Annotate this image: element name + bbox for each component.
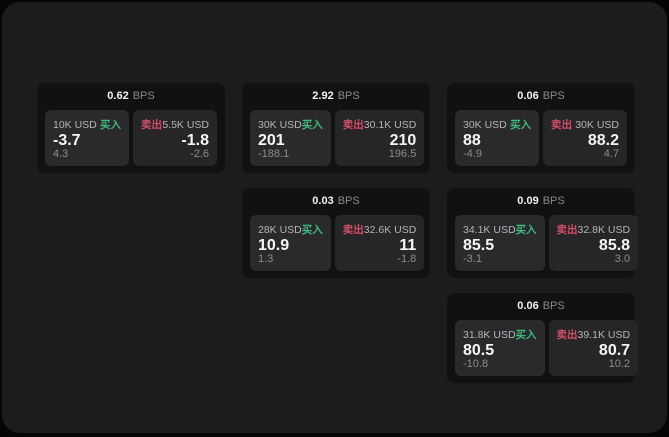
buy-side-label: 买入 bbox=[515, 224, 537, 236]
buy-change: 1.3 bbox=[258, 253, 274, 265]
bps-spread-value: 2.92 bbox=[312, 90, 334, 102]
sell-price: 80.7 bbox=[598, 341, 631, 359]
buy-change: -3.1 bbox=[463, 253, 482, 265]
sell-price: 88.2 bbox=[587, 131, 619, 149]
sell-change: -2.6 bbox=[190, 148, 209, 160]
sell-price: -1.8 bbox=[181, 131, 209, 149]
bps-unit-label: BPS bbox=[542, 300, 565, 312]
bps-spread-value: 0.06 bbox=[517, 90, 539, 102]
sell-quote-tile[interactable]: 卖出 30.1K USD 210 196.5 bbox=[334, 110, 425, 166]
buy-quote-tile[interactable]: 28K USD 买入 10.9 1.3 bbox=[250, 215, 331, 271]
buy-notional: 31.8K USD bbox=[463, 328, 516, 341]
buy-change: 4.3 bbox=[53, 148, 69, 160]
buy-quote-tile[interactable]: 31.8K USD 买入 80.5 -10.8 bbox=[455, 320, 545, 376]
sell-price: 11 bbox=[399, 236, 417, 254]
sell-price: 210 bbox=[389, 131, 417, 149]
buy-price: -3.7 bbox=[53, 131, 81, 149]
bps-unit-label: BPS bbox=[337, 90, 360, 102]
bps-unit-label: BPS bbox=[132, 90, 155, 102]
sell-notional: 32.8K USD bbox=[577, 223, 631, 236]
sell-notional: 32.6K USD bbox=[363, 223, 417, 236]
buy-quote-tile[interactable]: 10K USD 买入 -3.7 4.3 bbox=[45, 110, 129, 166]
sell-change: 196.5 bbox=[388, 148, 417, 160]
quote-card: 0.06 BPS 31.8K USD 买入 80.5 -10.8 卖出 39.1… bbox=[447, 293, 639, 383]
buy-notional: 28K USD bbox=[258, 223, 302, 236]
quote-card: 0.06 BPS 30K USD 买入 88 -4.9 卖出 30K USD 8… bbox=[447, 83, 635, 173]
sell-quote-tile[interactable]: 卖出 30K USD 88.2 4.7 bbox=[543, 110, 627, 166]
quote-tiles: 34.1K USD 买入 85.5 -3.1 卖出 32.8K USD 85.8… bbox=[447, 215, 639, 271]
quote-tiles: 10K USD 买入 -3.7 4.3 卖出 5.5K USD -1.8 -2.… bbox=[37, 110, 225, 166]
card-header: 0.09 BPS bbox=[447, 188, 635, 215]
bps-unit-label: BPS bbox=[337, 195, 360, 207]
sell-side-label: 卖出 bbox=[556, 329, 578, 341]
buy-notional: 34.1K USD bbox=[463, 223, 516, 236]
sell-quote-tile[interactable]: 卖出 5.5K USD -1.8 -2.6 bbox=[133, 110, 217, 166]
buy-side-label: 买入 bbox=[515, 329, 537, 341]
sell-quote-tile[interactable]: 卖出 32.6K USD 11 -1.8 bbox=[334, 215, 425, 271]
sell-side-label: 卖出 bbox=[556, 224, 578, 236]
buy-price: 85.5 bbox=[463, 236, 495, 254]
sell-change: 4.7 bbox=[603, 148, 619, 160]
buy-side-label: 买入 bbox=[510, 119, 531, 131]
card-header: 2.92 BPS bbox=[242, 83, 430, 110]
sell-quote-tile[interactable]: 卖出 39.1K USD 80.7 10.2 bbox=[548, 320, 639, 376]
sell-side-label: 卖出 bbox=[342, 119, 364, 131]
quote-card: 0.09 BPS 34.1K USD 买入 85.5 -3.1 卖出 32.8K… bbox=[447, 188, 639, 278]
quote-tiles: 31.8K USD 买入 80.5 -10.8 卖出 39.1K USD 80.… bbox=[447, 320, 639, 376]
card-header: 0.62 BPS bbox=[37, 83, 225, 110]
buy-quote-tile[interactable]: 34.1K USD 买入 85.5 -3.1 bbox=[455, 215, 545, 271]
quote-tiles: 30K USD 买入 88 -4.9 卖出 30K USD 88.2 4.7 bbox=[447, 110, 635, 166]
buy-notional: 30K USD bbox=[463, 118, 507, 131]
quote-card: 0.62 BPS 10K USD 买入 -3.7 4.3 卖出 5.5K USD… bbox=[37, 83, 225, 173]
buy-change: -10.8 bbox=[463, 358, 489, 370]
card-header: 0.06 BPS bbox=[447, 293, 635, 320]
sell-side-label: 卖出 bbox=[551, 119, 572, 131]
sell-notional: 5.5K USD bbox=[162, 118, 209, 131]
sell-change: -1.8 bbox=[397, 253, 417, 265]
sell-side-label: 卖出 bbox=[141, 119, 162, 131]
sell-quote-tile[interactable]: 卖出 32.8K USD 85.8 3.0 bbox=[548, 215, 639, 271]
sell-price: 85.8 bbox=[598, 236, 631, 254]
buy-price: 10.9 bbox=[258, 236, 290, 254]
buy-notional: 30K USD bbox=[258, 118, 302, 131]
sell-notional: 39.1K USD bbox=[577, 328, 631, 341]
buy-quote-tile[interactable]: 30K USD 买入 201 -188.1 bbox=[250, 110, 331, 166]
card-header: 0.03 BPS bbox=[242, 188, 430, 215]
buy-side-label: 买入 bbox=[301, 224, 323, 236]
bps-unit-label: BPS bbox=[542, 195, 565, 207]
buy-quote-tile[interactable]: 30K USD 买入 88 -4.9 bbox=[455, 110, 539, 166]
quote-card: 2.92 BPS 30K USD 买入 201 -188.1 卖出 30.1K … bbox=[242, 83, 430, 173]
sell-change: 3.0 bbox=[614, 253, 631, 265]
buy-price: 80.5 bbox=[463, 341, 495, 359]
buy-change: -4.9 bbox=[463, 148, 482, 160]
card-header: 0.06 BPS bbox=[447, 83, 635, 110]
bps-spread-value: 0.09 bbox=[517, 195, 539, 207]
bps-spread-value: 0.62 bbox=[107, 90, 129, 102]
buy-price: 201 bbox=[258, 131, 285, 149]
buy-change: -188.1 bbox=[258, 148, 290, 160]
quote-card: 0.03 BPS 28K USD 买入 10.9 1.3 卖出 32.6K US… bbox=[242, 188, 430, 278]
bps-spread-value: 0.06 bbox=[517, 300, 539, 312]
quote-tiles: 30K USD 买入 201 -188.1 卖出 30.1K USD 210 1… bbox=[242, 110, 430, 166]
buy-side-label: 买入 bbox=[301, 119, 323, 131]
buy-side-label: 买入 bbox=[100, 119, 121, 131]
sell-side-label: 卖出 bbox=[342, 224, 364, 236]
bps-unit-label: BPS bbox=[542, 90, 565, 102]
quote-tiles: 28K USD 买入 10.9 1.3 卖出 32.6K USD 11 -1.8 bbox=[242, 215, 430, 271]
buy-price: 88 bbox=[463, 131, 481, 149]
bps-spread-value: 0.03 bbox=[312, 195, 334, 207]
buy-notional: 10K USD bbox=[53, 118, 97, 131]
sell-notional: 30.1K USD bbox=[363, 118, 417, 131]
sell-notional: 30K USD bbox=[575, 118, 619, 131]
sell-change: 10.2 bbox=[608, 358, 631, 370]
